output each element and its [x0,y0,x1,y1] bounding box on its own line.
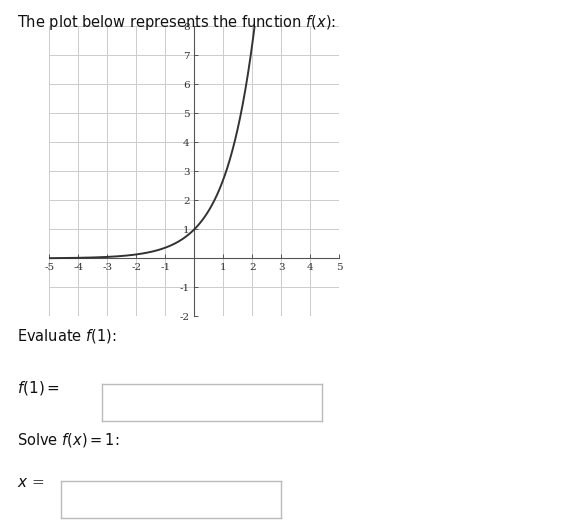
Text: $f(1) =$: $f(1) =$ [17,379,60,397]
Text: The plot below represents the function $f(x)$:: The plot below represents the function $… [17,13,336,32]
Text: $x$ =: $x$ = [17,476,45,490]
Text: Solve $f(x) = 1$:: Solve $f(x) = 1$: [17,431,119,449]
Text: Evaluate $f(1)$:: Evaluate $f(1)$: [17,327,117,345]
